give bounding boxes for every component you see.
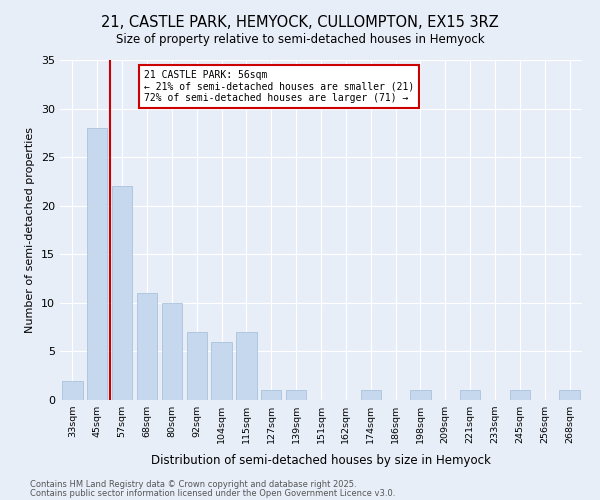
Text: 21, CASTLE PARK, HEMYOCK, CULLOMPTON, EX15 3RZ: 21, CASTLE PARK, HEMYOCK, CULLOMPTON, EX… [101,15,499,30]
Bar [236,332,257,400]
X-axis label: Distribution of semi-detached houses by size in Hemyock: Distribution of semi-detached houses by … [151,454,491,468]
Bar [361,390,381,400]
Text: Size of property relative to semi-detached houses in Hemyock: Size of property relative to semi-detach… [116,32,484,46]
Bar [261,390,281,400]
Bar [509,390,530,400]
Bar [286,390,307,400]
Bar [161,303,182,400]
Text: 21 CASTLE PARK: 56sqm
← 21% of semi-detached houses are smaller (21)
72% of semi: 21 CASTLE PARK: 56sqm ← 21% of semi-deta… [143,70,414,103]
Bar [410,390,431,400]
Bar [211,342,232,400]
Text: Contains public sector information licensed under the Open Government Licence v3: Contains public sector information licen… [30,489,395,498]
Bar [460,390,481,400]
Bar [137,293,157,400]
Bar [62,380,83,400]
Bar [187,332,207,400]
Bar [87,128,107,400]
Y-axis label: Number of semi-detached properties: Number of semi-detached properties [25,127,35,333]
Text: Contains HM Land Registry data © Crown copyright and database right 2025.: Contains HM Land Registry data © Crown c… [30,480,356,489]
Bar [559,390,580,400]
Bar [112,186,133,400]
